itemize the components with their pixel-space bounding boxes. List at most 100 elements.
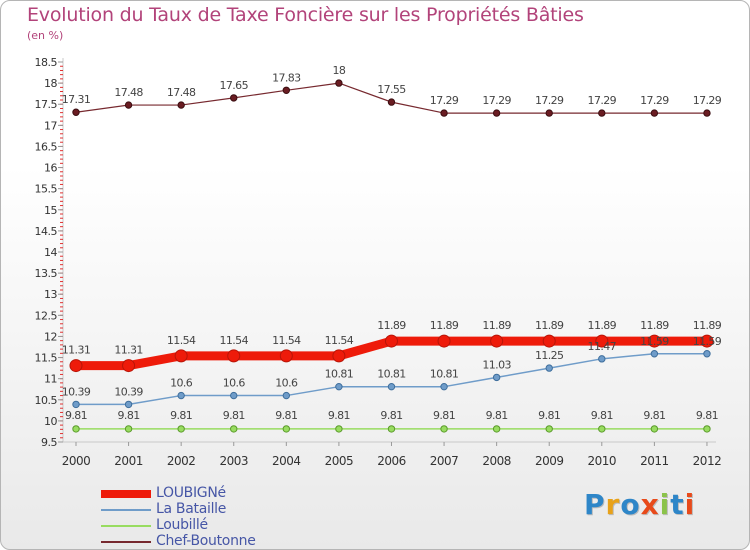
- proxiti-logo: Proxiti: [584, 488, 695, 521]
- y-tick-label: 10: [44, 415, 57, 428]
- y-tick-label: 15: [44, 204, 57, 217]
- y-tick-label: 17: [44, 119, 57, 132]
- data-label: 11.31: [114, 344, 143, 357]
- data-label: 9.81: [118, 409, 140, 422]
- data-point: [440, 425, 448, 433]
- data-point: [647, 334, 661, 348]
- series-layer: [69, 79, 714, 433]
- data-point: [335, 425, 343, 433]
- legend-item-chef-boutonne[interactable]: Chef-Boutonne: [101, 533, 341, 549]
- data-label: 11.89: [640, 319, 669, 332]
- x-tick-label: 2002: [167, 454, 196, 468]
- legend-item-la-bataille[interactable]: La Bataille: [101, 501, 341, 518]
- x-tick-label: 2011: [640, 454, 669, 468]
- data-label: 17.29: [535, 94, 564, 107]
- data-label: 10.81: [430, 368, 459, 381]
- legend-label-loubille: Loubillé: [156, 517, 208, 533]
- data-label: 11.89: [430, 319, 459, 332]
- data-point: [230, 94, 238, 102]
- data-label: 9.81: [538, 409, 560, 422]
- data-label: 9.81: [170, 409, 192, 422]
- x-tick-label: 2004: [272, 454, 301, 468]
- x-tick-label: 2007: [430, 454, 459, 468]
- data-point: [545, 364, 553, 372]
- data-point: [545, 109, 553, 117]
- legend-label-la-bataille: La Bataille: [156, 501, 227, 517]
- data-label: 9.81: [275, 409, 297, 422]
- legend-item-loubille[interactable]: Loubillé: [101, 517, 341, 534]
- data-label: 11.31: [62, 344, 91, 357]
- x-tick-label: 2001: [114, 454, 143, 468]
- legend-swatch-chef-boutonne: [101, 541, 151, 543]
- data-label: 10.81: [377, 368, 406, 381]
- y-tick-label: 15.5: [35, 183, 58, 196]
- data-label: 11.89: [535, 319, 564, 332]
- data-point: [124, 425, 133, 433]
- data-label: 17.29: [482, 94, 511, 107]
- data-point: [492, 425, 501, 433]
- data-point: [227, 349, 241, 363]
- data-label: 10.39: [62, 385, 91, 398]
- data-label: 17.83: [272, 71, 301, 84]
- data-label: 9.81: [65, 409, 87, 422]
- data-label: 9.81: [643, 409, 665, 422]
- data-point: [440, 109, 448, 117]
- y-tick-label: 11.5: [35, 352, 58, 365]
- data-point: [335, 382, 343, 391]
- data-label: 11.89: [482, 319, 511, 332]
- legend-swatch-loubigne: [101, 490, 151, 498]
- data-label: 17.48: [114, 86, 143, 99]
- data-point: [492, 373, 501, 382]
- data-label: 9.81: [696, 409, 718, 422]
- y-tick-label: 18: [44, 77, 57, 90]
- data-point: [72, 400, 80, 409]
- data-point: [440, 382, 448, 391]
- data-point: [490, 334, 504, 348]
- data-point: [122, 359, 136, 373]
- data-label: 11.89: [377, 319, 406, 332]
- data-point: [282, 425, 291, 433]
- y-tick-label: 10.5: [35, 394, 58, 407]
- unit-label: (en %): [27, 29, 64, 42]
- data-label: 17.55: [377, 83, 406, 96]
- data-label: 9.81: [591, 409, 613, 422]
- y-tick-label: 14.5: [35, 225, 58, 238]
- y-tick-label: 16.5: [35, 140, 58, 153]
- data-point: [72, 425, 80, 433]
- data-point: [492, 109, 501, 117]
- data-point: [174, 349, 188, 363]
- data-label: 11.54: [272, 334, 301, 347]
- legend-item-loubigne[interactable]: LOUBIGNé: [101, 485, 341, 502]
- data-labels-layer: 11.31 11.31 11.54 11.54 11.54 11.54 11.89 11.89…: [62, 64, 723, 422]
- data-point: [542, 334, 556, 348]
- data-label: 11.25: [535, 349, 564, 362]
- data-point: [230, 391, 238, 400]
- data-label: 17.29: [693, 94, 722, 107]
- data-point: [545, 425, 553, 433]
- data-point: [72, 108, 80, 116]
- data-label: 11.59: [693, 335, 722, 348]
- legend-swatch-loubille: [101, 525, 151, 527]
- legend-swatch-la-bataille: [101, 509, 151, 511]
- data-label: 9.81: [380, 409, 402, 422]
- data-point: [650, 350, 659, 358]
- data-point: [230, 425, 238, 433]
- x-tick-label: 2008: [482, 454, 511, 468]
- data-label: 17.31: [62, 93, 91, 106]
- logo-letter: i: [684, 488, 696, 521]
- y-tick-label: 12.5: [35, 309, 58, 322]
- data-point: [177, 391, 185, 400]
- logo-letter: x: [640, 488, 660, 521]
- data-point: [650, 425, 659, 433]
- x-tick-label: 2010: [588, 454, 617, 468]
- data-point: [598, 425, 606, 433]
- data-point: [282, 391, 291, 400]
- data-point: [387, 382, 396, 391]
- data-point: [282, 86, 291, 94]
- logo-letter: o: [620, 488, 641, 521]
- y-tick-label: 12: [44, 330, 57, 343]
- data-point: [703, 350, 711, 358]
- y-tick-label: 13.5: [35, 267, 58, 280]
